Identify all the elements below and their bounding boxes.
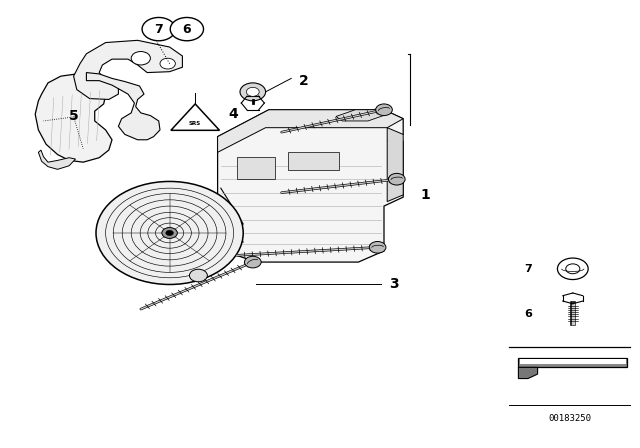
Polygon shape (74, 40, 182, 99)
Circle shape (240, 83, 266, 101)
Circle shape (189, 269, 207, 282)
Text: 1: 1 (420, 188, 431, 202)
Text: 7: 7 (524, 264, 532, 274)
Circle shape (369, 241, 386, 253)
Circle shape (170, 17, 204, 41)
Circle shape (166, 230, 173, 236)
Text: 2: 2 (299, 73, 309, 88)
Text: SRS: SRS (189, 121, 202, 126)
Polygon shape (218, 110, 403, 262)
Text: 6: 6 (524, 309, 532, 319)
Text: 6: 6 (182, 22, 191, 36)
Polygon shape (387, 128, 403, 202)
FancyBboxPatch shape (288, 152, 339, 170)
Polygon shape (171, 104, 220, 130)
Circle shape (131, 52, 150, 65)
Text: 7: 7 (154, 22, 163, 36)
Circle shape (557, 258, 588, 280)
Polygon shape (86, 73, 160, 140)
Circle shape (142, 17, 175, 41)
Circle shape (96, 181, 243, 284)
FancyBboxPatch shape (237, 157, 275, 179)
Circle shape (566, 264, 580, 274)
Text: 00183250: 00183250 (548, 414, 591, 423)
Circle shape (376, 104, 392, 116)
Polygon shape (38, 150, 76, 169)
Text: 3: 3 (388, 277, 399, 292)
Polygon shape (518, 358, 627, 367)
Circle shape (160, 58, 175, 69)
Polygon shape (35, 74, 112, 162)
Text: 5: 5 (68, 109, 79, 124)
Polygon shape (518, 367, 538, 379)
Circle shape (162, 228, 177, 238)
Text: 4: 4 (228, 107, 239, 121)
Polygon shape (336, 110, 387, 121)
Circle shape (244, 256, 261, 268)
Circle shape (246, 87, 259, 96)
Polygon shape (218, 110, 403, 152)
Polygon shape (520, 359, 626, 364)
Circle shape (388, 173, 405, 185)
